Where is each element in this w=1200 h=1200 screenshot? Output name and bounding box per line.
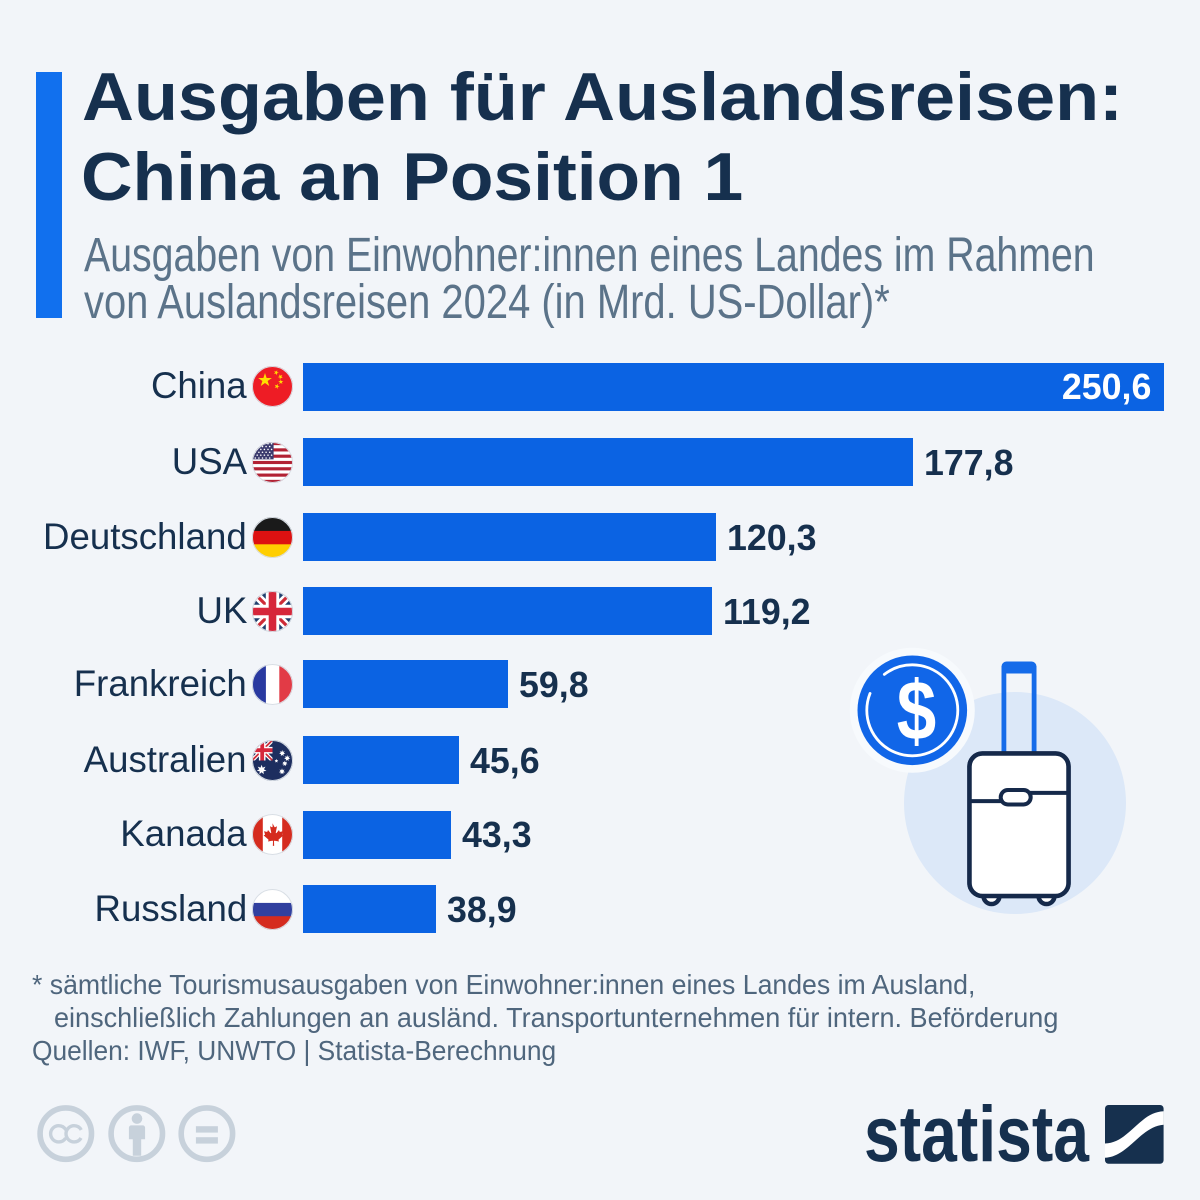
svg-text:$: $ xyxy=(897,665,936,758)
